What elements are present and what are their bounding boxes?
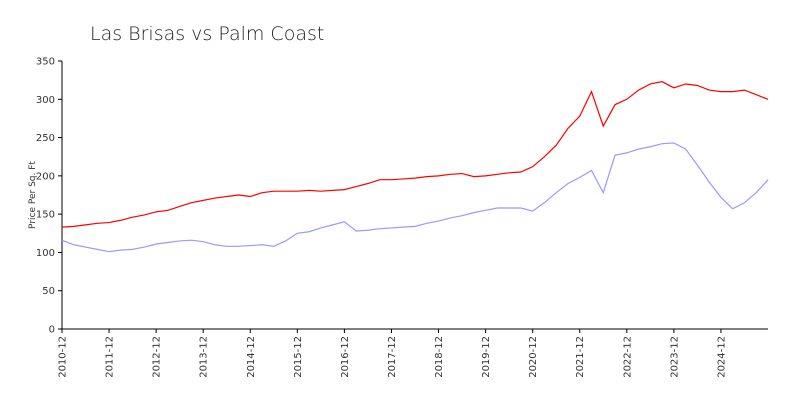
y-axis-label: Price Per Sq. Ft — [28, 161, 38, 229]
x-tick-label: 2017-12 — [387, 336, 398, 378]
chart-title: Las Brisas vs Palm Coast — [90, 23, 324, 45]
y-tick-label: 300 — [36, 95, 55, 106]
x-tick-label: 2024-12 — [716, 336, 727, 378]
x-tick-label: 2018-12 — [434, 336, 445, 378]
x-tick-label: 2021-12 — [575, 336, 586, 378]
y-tick-label: 150 — [36, 210, 55, 221]
y-tick-label: 50 — [42, 286, 55, 297]
series-line — [61, 81, 769, 228]
y-tick-label: 100 — [36, 248, 55, 259]
y-tick-label: 350 — [36, 57, 55, 68]
series-line — [61, 142, 769, 253]
y-tick-label: 0 — [49, 325, 55, 336]
x-tick-label: 2020-12 — [528, 336, 539, 378]
x-tick-label: 2010-12 — [58, 336, 69, 378]
y-tick-label: 200 — [36, 171, 55, 182]
x-tick-label: 2015-12 — [293, 336, 304, 378]
x-tick-label: 2023-12 — [669, 336, 680, 378]
x-tick-label: 2012-12 — [152, 336, 163, 378]
x-tick-label: 2013-12 — [199, 336, 210, 378]
x-tick-label: 2022-12 — [622, 336, 633, 378]
x-tick-label: 2011-12 — [105, 336, 116, 378]
y-tick-label: 250 — [36, 133, 55, 144]
x-tick-label: 2014-12 — [246, 336, 257, 378]
x-tick-label: 2016-12 — [340, 336, 351, 378]
x-tick-label: 2019-12 — [481, 336, 492, 378]
